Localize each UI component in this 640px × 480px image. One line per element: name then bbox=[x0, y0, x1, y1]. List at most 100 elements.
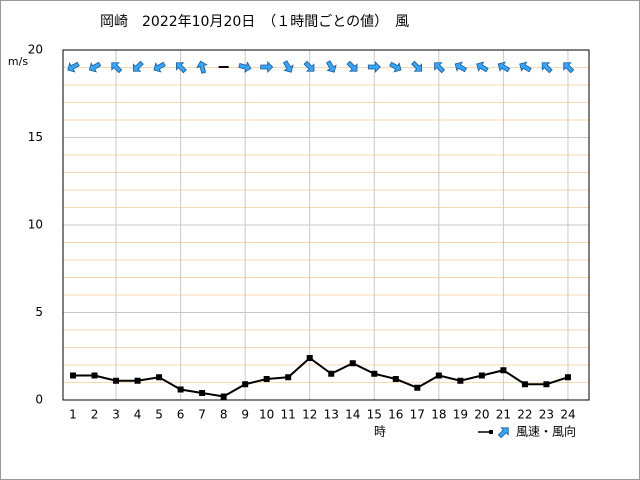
wind-arrow bbox=[325, 60, 337, 73]
x-tick-label: 23 bbox=[539, 408, 554, 422]
arrow-shape bbox=[153, 61, 166, 73]
data-point bbox=[521, 381, 528, 388]
arrow-shape bbox=[196, 60, 208, 74]
x-tick-label: 3 bbox=[112, 408, 120, 422]
y-tick-label: 10 bbox=[28, 218, 43, 232]
arrow-shape bbox=[389, 61, 402, 73]
arrow-shape bbox=[411, 60, 422, 72]
x-tick-label: 2 bbox=[91, 408, 99, 422]
data-point bbox=[285, 374, 292, 381]
wind-arrow bbox=[541, 62, 553, 74]
data-point bbox=[500, 367, 507, 374]
arrow-shape bbox=[260, 61, 274, 73]
arrow-shape bbox=[519, 61, 532, 73]
wind-arrow bbox=[303, 60, 315, 72]
wind-arrow bbox=[153, 61, 166, 73]
data-point bbox=[392, 376, 399, 382]
wind-arrow bbox=[260, 61, 274, 73]
arrow-shape bbox=[476, 61, 489, 73]
data-point bbox=[242, 381, 249, 388]
arrow-shape bbox=[563, 62, 575, 74]
x-tick-label: 20 bbox=[474, 408, 489, 422]
data-point bbox=[349, 360, 356, 367]
wind-arrow bbox=[132, 60, 144, 72]
data-point bbox=[91, 372, 98, 379]
arrow-shape bbox=[111, 62, 123, 74]
wind-arrow bbox=[238, 61, 252, 73]
wind-arrow bbox=[175, 62, 187, 74]
data-point bbox=[134, 377, 141, 384]
y-tick-label: 15 bbox=[28, 130, 43, 144]
data-point bbox=[113, 377, 120, 384]
x-tick-label: 12 bbox=[302, 408, 317, 422]
wind-arrow bbox=[563, 62, 575, 74]
x-tick-label: 4 bbox=[134, 408, 142, 422]
wind-arrow bbox=[367, 61, 381, 73]
y-axis-label: m/s bbox=[8, 55, 28, 68]
wind-arrow bbox=[346, 60, 358, 72]
x-tick-label: 14 bbox=[345, 408, 360, 422]
y-tick-label: 0 bbox=[35, 393, 43, 407]
y-tick-label: 20 bbox=[28, 43, 43, 57]
arrow-shape bbox=[541, 62, 553, 74]
wind-arrow bbox=[519, 61, 532, 73]
data-point bbox=[564, 374, 571, 381]
x-tick-label: 15 bbox=[367, 408, 382, 422]
legend-marker bbox=[489, 430, 493, 434]
x-tick-label: 11 bbox=[281, 408, 296, 422]
arrow-shape bbox=[434, 62, 446, 74]
data-point bbox=[199, 390, 206, 396]
wind-arrow bbox=[389, 61, 402, 73]
arrow-shape bbox=[346, 60, 358, 72]
x-tick-label: 6 bbox=[177, 408, 185, 422]
arrow-shape bbox=[303, 60, 315, 72]
arrow-shape bbox=[367, 61, 381, 73]
x-tick-label: 7 bbox=[198, 408, 206, 422]
wind-arrow bbox=[411, 60, 422, 72]
arrow-shape bbox=[238, 61, 252, 73]
x-tick-label: 22 bbox=[517, 408, 532, 422]
data-point bbox=[435, 372, 442, 379]
x-tick-label: 16 bbox=[388, 408, 403, 422]
wind-arrow bbox=[497, 61, 511, 73]
wind-arrow bbox=[454, 61, 468, 73]
arrow-shape bbox=[175, 62, 187, 74]
data-point bbox=[177, 386, 184, 393]
data-point bbox=[478, 372, 485, 379]
arrow-shape bbox=[132, 60, 144, 72]
x-tick-label: 1 bbox=[69, 408, 77, 422]
x-tick-label: 19 bbox=[453, 408, 468, 422]
y-tick-label: 5 bbox=[35, 305, 43, 319]
x-tick-label: 18 bbox=[431, 408, 446, 422]
wind-arrow bbox=[476, 61, 489, 73]
x-tick-label: 24 bbox=[560, 408, 575, 422]
arrow-shape bbox=[282, 60, 294, 73]
x-tick-label: 9 bbox=[241, 408, 249, 422]
wind-arrow bbox=[111, 62, 123, 74]
wind-arrow bbox=[196, 60, 208, 74]
data-point bbox=[156, 374, 163, 381]
arrow-shape bbox=[325, 60, 337, 73]
x-tick-label: 10 bbox=[259, 408, 274, 422]
data-point bbox=[220, 393, 227, 400]
wind-arrow bbox=[88, 61, 102, 73]
chart-title: 岡崎 2022年10月20日 （１時間ごとの値） 風 bbox=[100, 14, 409, 30]
x-tick-label: 8 bbox=[220, 408, 228, 422]
x-tick-label: 13 bbox=[324, 408, 339, 422]
arrow-shape bbox=[88, 61, 102, 73]
x-tick-label: 5 bbox=[155, 408, 163, 422]
legend-label: 風速・風向 bbox=[516, 424, 576, 439]
x-axis-label: 時 bbox=[374, 425, 386, 439]
wind-arrow bbox=[497, 427, 509, 439]
data-point bbox=[414, 384, 421, 391]
wind-arrow bbox=[282, 60, 294, 73]
x-tick-label: 21 bbox=[496, 408, 511, 422]
arrow-shape bbox=[497, 427, 509, 439]
wind-arrow bbox=[434, 62, 446, 74]
data-point bbox=[457, 377, 464, 384]
data-point bbox=[70, 372, 76, 379]
series-line bbox=[73, 356, 569, 398]
data-point bbox=[306, 355, 313, 361]
